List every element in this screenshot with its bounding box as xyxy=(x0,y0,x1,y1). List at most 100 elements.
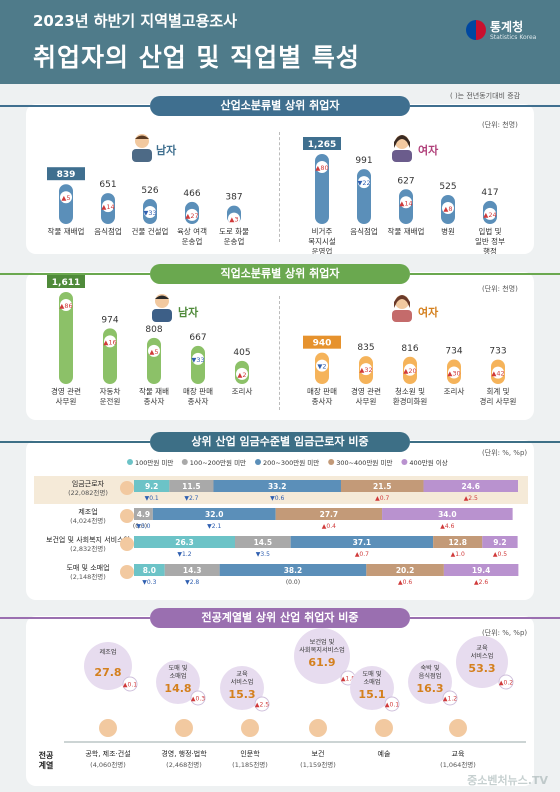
legend-label-4: 400만원 이상 xyxy=(409,458,447,467)
header-banner: 2023년 하반기 지역별고용조사 취업자의 산업 및 직업별 특성 통계청 S… xyxy=(0,0,560,84)
row-count-3: (2,148천명) xyxy=(70,572,106,581)
category-label-3: 병원 xyxy=(441,227,455,236)
category-label-2: 환경미화원 xyxy=(393,396,428,406)
category-label-0: 복지시설 xyxy=(308,237,336,246)
change-label-4: ▲2 xyxy=(237,371,246,379)
industry-bubble xyxy=(294,628,350,684)
legend-label-0: 100만원 미만 xyxy=(135,458,173,467)
category-label-4: 행정 xyxy=(483,246,497,254)
wage-label-3-2: 38.2 xyxy=(284,566,303,575)
change-label-4: ▲24 xyxy=(483,211,496,219)
wage-label-0-3: 21.5 xyxy=(373,482,392,491)
change-badge xyxy=(102,200,114,213)
occupation-female-label: 여자 xyxy=(418,306,439,319)
row-count-2: (2,832천명) xyxy=(70,544,106,553)
category-label-1: 자동차 xyxy=(100,387,121,396)
wage-seg-3-0 xyxy=(134,564,165,576)
category-label-0: 종사자 xyxy=(312,397,333,406)
wage-unit: (단위: %, %p) xyxy=(482,449,528,457)
wage-change-0-1: ▼2.7 xyxy=(184,495,198,502)
category-label-0: 매장 판매 xyxy=(307,386,337,396)
change-badge xyxy=(404,363,416,376)
bubble-value: 14.8 xyxy=(164,682,191,695)
wage-label-1-1: 4.9 xyxy=(137,510,150,519)
major-count-3: (1,159천명) xyxy=(300,760,336,769)
change-badge xyxy=(442,201,454,214)
section-divider xyxy=(279,296,280,410)
bar-남자-0 xyxy=(59,292,73,384)
wage-label-2-2: 37.1 xyxy=(353,538,372,547)
major-name-1: 경영, 행정·법학 xyxy=(161,749,207,758)
occupation-card: (단위: 천명) 남자 여자 1,611 ▲86 경영 관련 사무원 974 ▲16 자동차… xyxy=(26,272,534,420)
wage-seg-2-1 xyxy=(234,536,291,548)
wage-seg-3-3 xyxy=(366,564,444,576)
bubble-change-badge xyxy=(384,696,400,712)
wage-label-0-1: 11.5 xyxy=(182,482,201,491)
wage-change-3-3: ▲0.6 xyxy=(398,579,412,586)
value-label-1: 835 xyxy=(357,343,374,353)
change-badge xyxy=(484,207,496,220)
category-label-0: 작물 재배업 xyxy=(48,226,85,236)
wage-seg-0-1 xyxy=(169,480,214,492)
bubble-change: ▲0.1 xyxy=(123,682,137,689)
top-value-box xyxy=(303,335,341,349)
graduate-figure-icon xyxy=(99,719,117,737)
wage-change-3-0: ▼0.3 xyxy=(142,579,156,586)
change-label-3: ▲30 xyxy=(447,370,460,378)
category-label-3: 조리사 xyxy=(444,387,465,396)
bubble-change: ▲0.2 xyxy=(499,680,513,687)
change-label-4: ▲3 xyxy=(229,216,238,224)
major-unit: (단위: %, %p) xyxy=(482,629,528,637)
wage-seg-2-0 xyxy=(134,536,235,548)
legend-dot-2 xyxy=(255,459,261,465)
value-label-0: 839 xyxy=(57,170,76,180)
taegeuk-emblem-icon xyxy=(466,20,486,40)
bubble-value: 27.8 xyxy=(94,666,121,679)
bubble-industry: 교육 xyxy=(236,671,248,678)
bubble-change: ▲2.5 xyxy=(255,702,269,709)
wage-card: (단위: %, %p) 100만원 미만 100~200만원 미만 200~300만… xyxy=(26,440,534,600)
graduate-figure-icon xyxy=(309,719,327,737)
bar-남자-3 xyxy=(191,345,205,384)
worker-avatar-icon xyxy=(120,509,134,523)
row-name-0: 임금근로자 xyxy=(72,479,105,488)
section-divider xyxy=(279,132,280,242)
wage-change-2-4: ▲0.5 xyxy=(493,551,507,558)
value-label-0: 1,611 xyxy=(52,278,80,288)
category-label-4: 도로 화물 xyxy=(219,227,249,236)
wage-change-2-3: ▲1.0 xyxy=(451,551,465,558)
change-badge xyxy=(492,366,504,379)
logo-english: Statistics Korea xyxy=(490,34,537,41)
category-label-2: 건물 건설업 xyxy=(132,226,169,236)
change-badge xyxy=(186,208,198,221)
bubble-change: ▲0.3 xyxy=(191,696,205,703)
value-label-2: 808 xyxy=(145,325,162,335)
change-label-1: ▲14 xyxy=(101,203,114,211)
value-label-2: 627 xyxy=(397,176,414,186)
industry-bubble xyxy=(220,666,264,710)
value-label-1: 991 xyxy=(355,156,372,166)
category-label-3: 육상 여객 xyxy=(177,226,207,236)
graduate-figure-icon xyxy=(449,719,467,737)
industry-bubble xyxy=(84,642,132,690)
category-label-0: 경영 관련 xyxy=(51,386,81,396)
wage-change-1-0: (0.0) xyxy=(133,523,147,530)
graduate-figure-icon xyxy=(175,719,193,737)
wage-seg-1-3 xyxy=(275,508,383,520)
top-value-box xyxy=(47,275,85,288)
value-label-4: 417 xyxy=(481,188,498,198)
row-name-1: 제조업 xyxy=(78,508,97,516)
wage-change-3-2: (0.0) xyxy=(286,579,300,586)
category-label-4: 입법 및 xyxy=(478,226,501,236)
bubble-value: 53.3 xyxy=(468,662,495,675)
change-badge xyxy=(148,344,160,357)
category-label-4: 조리사 xyxy=(232,387,253,396)
watermark: 중소벤처뉴스.TV xyxy=(467,774,548,787)
change-badge xyxy=(400,196,412,209)
category-label-3: 운송업 xyxy=(182,237,203,246)
change-badge xyxy=(60,299,72,311)
industry-male-label: 남자 xyxy=(156,144,177,157)
value-label-2: 816 xyxy=(401,344,418,354)
change-label-1: ▲32 xyxy=(359,366,372,374)
bubble-change: ▲1.2 xyxy=(443,696,457,703)
